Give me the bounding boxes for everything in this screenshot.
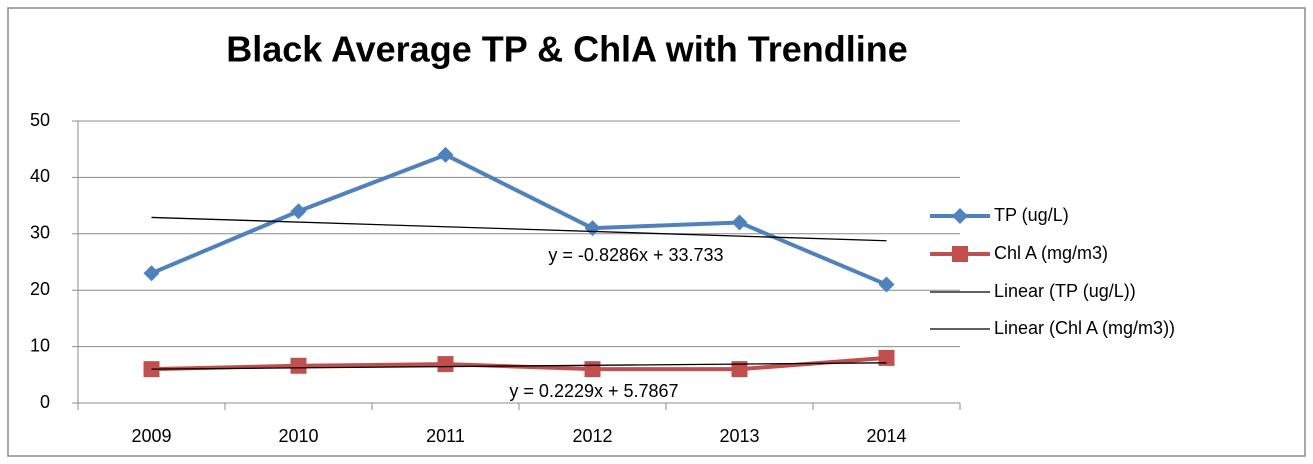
- marker: [437, 146, 454, 163]
- trendline: [151, 362, 887, 370]
- x-tick-label: 2010: [278, 426, 318, 446]
- x-tick-label: 2014: [866, 426, 906, 446]
- marker: [143, 361, 160, 378]
- x-tick-label: 2009: [131, 426, 171, 446]
- y-tick-label: 40: [30, 166, 50, 186]
- chart-title: Black Average TP & ChlA with Trendline: [226, 29, 908, 70]
- y-tick-label: 30: [30, 223, 50, 243]
- marker: [437, 356, 454, 373]
- y-tick-label: 0: [40, 392, 50, 412]
- x-tick-label: 2013: [719, 426, 759, 446]
- legend-marker: [952, 246, 968, 262]
- marker: [878, 349, 895, 366]
- legend-label: TP (ug/L): [994, 205, 1069, 225]
- trendline-equation: y = 0.2229x + 5.7867: [509, 381, 678, 401]
- y-tick-label: 10: [30, 335, 50, 355]
- chart-border: [7, 7, 1306, 457]
- marker: [731, 214, 748, 231]
- x-tick-label: 2012: [572, 426, 612, 446]
- marker: [290, 357, 307, 374]
- marker: [731, 361, 748, 378]
- y-tick-label: 20: [30, 279, 50, 299]
- legend-label: Chl A (mg/m3): [994, 243, 1108, 263]
- x-tick-label: 2011: [426, 426, 465, 446]
- legend-label: Linear (Chl A (mg/m3)): [994, 318, 1175, 338]
- trendline: [151, 216, 887, 242]
- marker: [584, 361, 601, 378]
- marker: [290, 203, 307, 220]
- trendline-equation: y = -0.8286x + 33.733: [548, 245, 723, 265]
- legend-label: Linear (TP (ug/L)): [994, 281, 1136, 301]
- marker: [878, 276, 895, 293]
- legend-marker: [952, 208, 968, 224]
- y-tick-label: 50: [30, 110, 50, 130]
- marker: [143, 265, 160, 282]
- series-line: [151, 355, 887, 372]
